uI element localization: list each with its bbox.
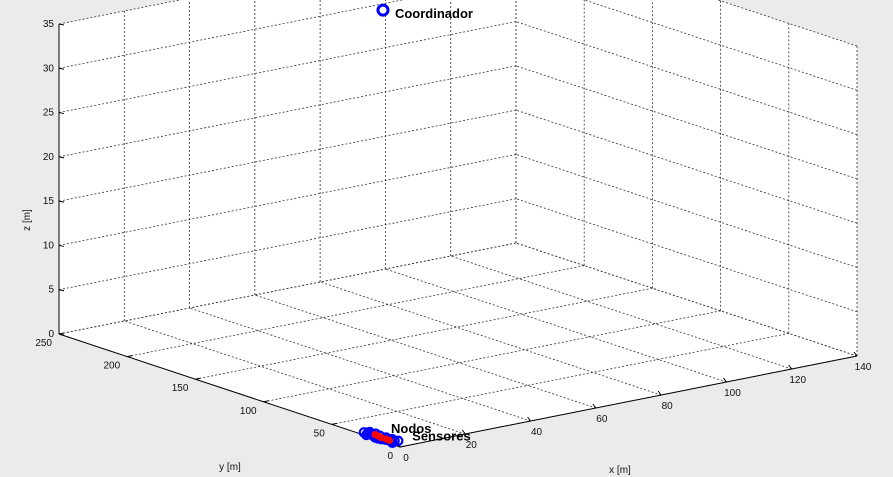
x-tick-label: 20: [466, 440, 478, 451]
y-tick-mark: [127, 355, 133, 358]
x-tick-mark: [723, 377, 727, 383]
x-tick-mark: [592, 403, 597, 409]
x-tick-mark: [788, 364, 793, 370]
z-tick-label: 5: [48, 285, 54, 296]
z-tick-label: 35: [43, 19, 55, 30]
back-wall-grid-z: [58, 0, 182, 25]
back-wall-grid-z: [58, 154, 517, 246]
z-tick-label: 20: [43, 152, 55, 163]
back-wall-grid-z: [58, 0, 404, 69]
x-tick-label: 120: [789, 375, 806, 386]
x-axis-line: [399, 355, 858, 448]
axes-frame: [58, 23, 858, 448]
x-tick-label: 60: [596, 414, 608, 425]
x-tick-mark: [853, 351, 858, 357]
z-tick-mark: [58, 289, 65, 292]
x-tick-label: 80: [662, 401, 674, 412]
y-axis-line: [58, 333, 401, 448]
x-tick-mark: [527, 416, 531, 422]
back-wall-grid-z: [58, 198, 517, 291]
x-tick-mark: [657, 390, 662, 396]
z-tick-mark: [58, 244, 65, 247]
node-point: [358, 427, 370, 438]
z-axis-label: z [m]: [22, 209, 33, 231]
z-tick-mark: [58, 23, 65, 26]
floor-grid-y: [195, 287, 653, 380]
x-tick-label: 40: [531, 427, 543, 438]
z-tick-label: 30: [43, 63, 55, 74]
annotation-nodos: Nodos: [391, 421, 431, 436]
coordinator-point: [376, 3, 390, 17]
sensor-point: [371, 430, 379, 439]
z-tick-label: 25: [43, 108, 55, 119]
data-points: [358, 3, 404, 449]
z-tick-mark: [58, 112, 65, 115]
axes-background: [59, 0, 857, 447]
x-tick-mark: [461, 429, 466, 435]
back-wall-grid-z: [58, 65, 517, 158]
floor-grid-y: [263, 310, 721, 403]
back-wall-grid-z: [58, 242, 517, 335]
node-point: [361, 429, 372, 441]
node-point: [392, 435, 404, 447]
z-tick-label: 0: [48, 329, 54, 340]
y-tick-label: 50: [314, 428, 326, 439]
annotation-coordinador: Coordinador: [395, 6, 473, 21]
y-tick-mark: [195, 377, 201, 380]
back-wall-grid-z: [58, 21, 517, 113]
back-wall-grid-z: [58, 109, 517, 202]
annotation-sensores: Sensores: [412, 428, 471, 443]
x-tick-label: 0: [403, 453, 409, 464]
y-tick-label: 100: [240, 406, 257, 417]
y-tick-mark: [399, 445, 406, 448]
z-tick-label: 10: [43, 240, 55, 251]
z-tick-mark: [58, 156, 65, 159]
y-tick-label: 0: [387, 451, 393, 462]
y-tick-label: 150: [172, 383, 189, 394]
floor-grid-y: [127, 265, 585, 357]
z-tick-mark: [58, 67, 65, 70]
floor-grid-y: [331, 333, 789, 425]
x-tick-label: 140: [855, 362, 872, 373]
x-axis-label: x [m]: [609, 465, 631, 476]
y-tick-label: 250: [35, 338, 52, 349]
y-tick-label: 200: [104, 361, 121, 372]
y-tick-mark: [331, 422, 337, 425]
x-tick-label: 100: [724, 388, 741, 399]
z-tick-mark: [58, 333, 65, 336]
tick-labels: 0204060801001201400501001502002500510152…: [35, 19, 871, 464]
y-tick-mark: [263, 400, 269, 403]
z-tick-mark: [58, 200, 65, 203]
z-tick-label: 15: [43, 196, 55, 207]
y-axis-label: y [m]: [219, 462, 241, 473]
